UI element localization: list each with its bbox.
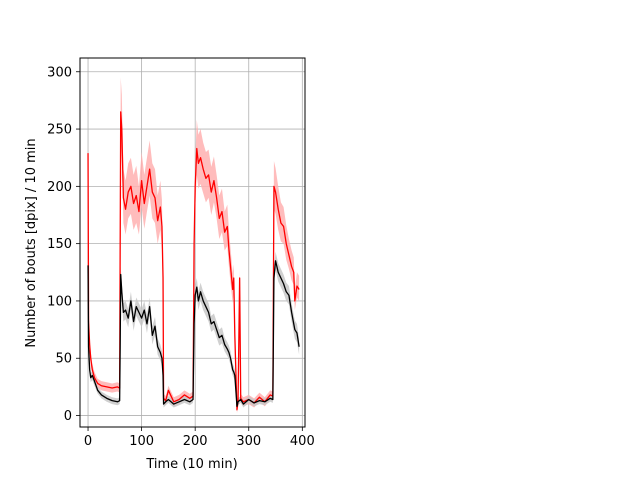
grid bbox=[80, 58, 305, 427]
x-tick-label: 300 bbox=[236, 434, 261, 449]
x-tick-label: 200 bbox=[183, 434, 208, 449]
confidence-bands bbox=[88, 77, 300, 414]
series-0-line bbox=[87, 111, 300, 411]
x-tick-label: 100 bbox=[129, 434, 154, 449]
y-tick-label: 100 bbox=[47, 294, 72, 309]
y-tick-label: 50 bbox=[55, 352, 72, 367]
x-tick-label: 400 bbox=[290, 434, 315, 449]
y-tick-label: 0 bbox=[64, 409, 72, 424]
series-1-line bbox=[87, 260, 300, 408]
y-axis-label: Number of bouts [dpix] / 10 min bbox=[24, 138, 39, 347]
x-axis-label: Time (10 min) bbox=[145, 457, 237, 472]
y-tick-label: 200 bbox=[47, 180, 72, 195]
y-tick-label: 250 bbox=[47, 123, 72, 138]
plot-frame bbox=[79, 57, 306, 428]
y-tick-label: 300 bbox=[47, 65, 72, 80]
ticks: 0 100 200 300 400 0 50 100 150 200 250 300 bbox=[47, 65, 315, 449]
series-lines bbox=[87, 111, 300, 411]
y-tick-label: 150 bbox=[47, 237, 72, 252]
series-1-band bbox=[88, 251, 300, 410]
x-tick-label: 0 bbox=[84, 434, 92, 449]
